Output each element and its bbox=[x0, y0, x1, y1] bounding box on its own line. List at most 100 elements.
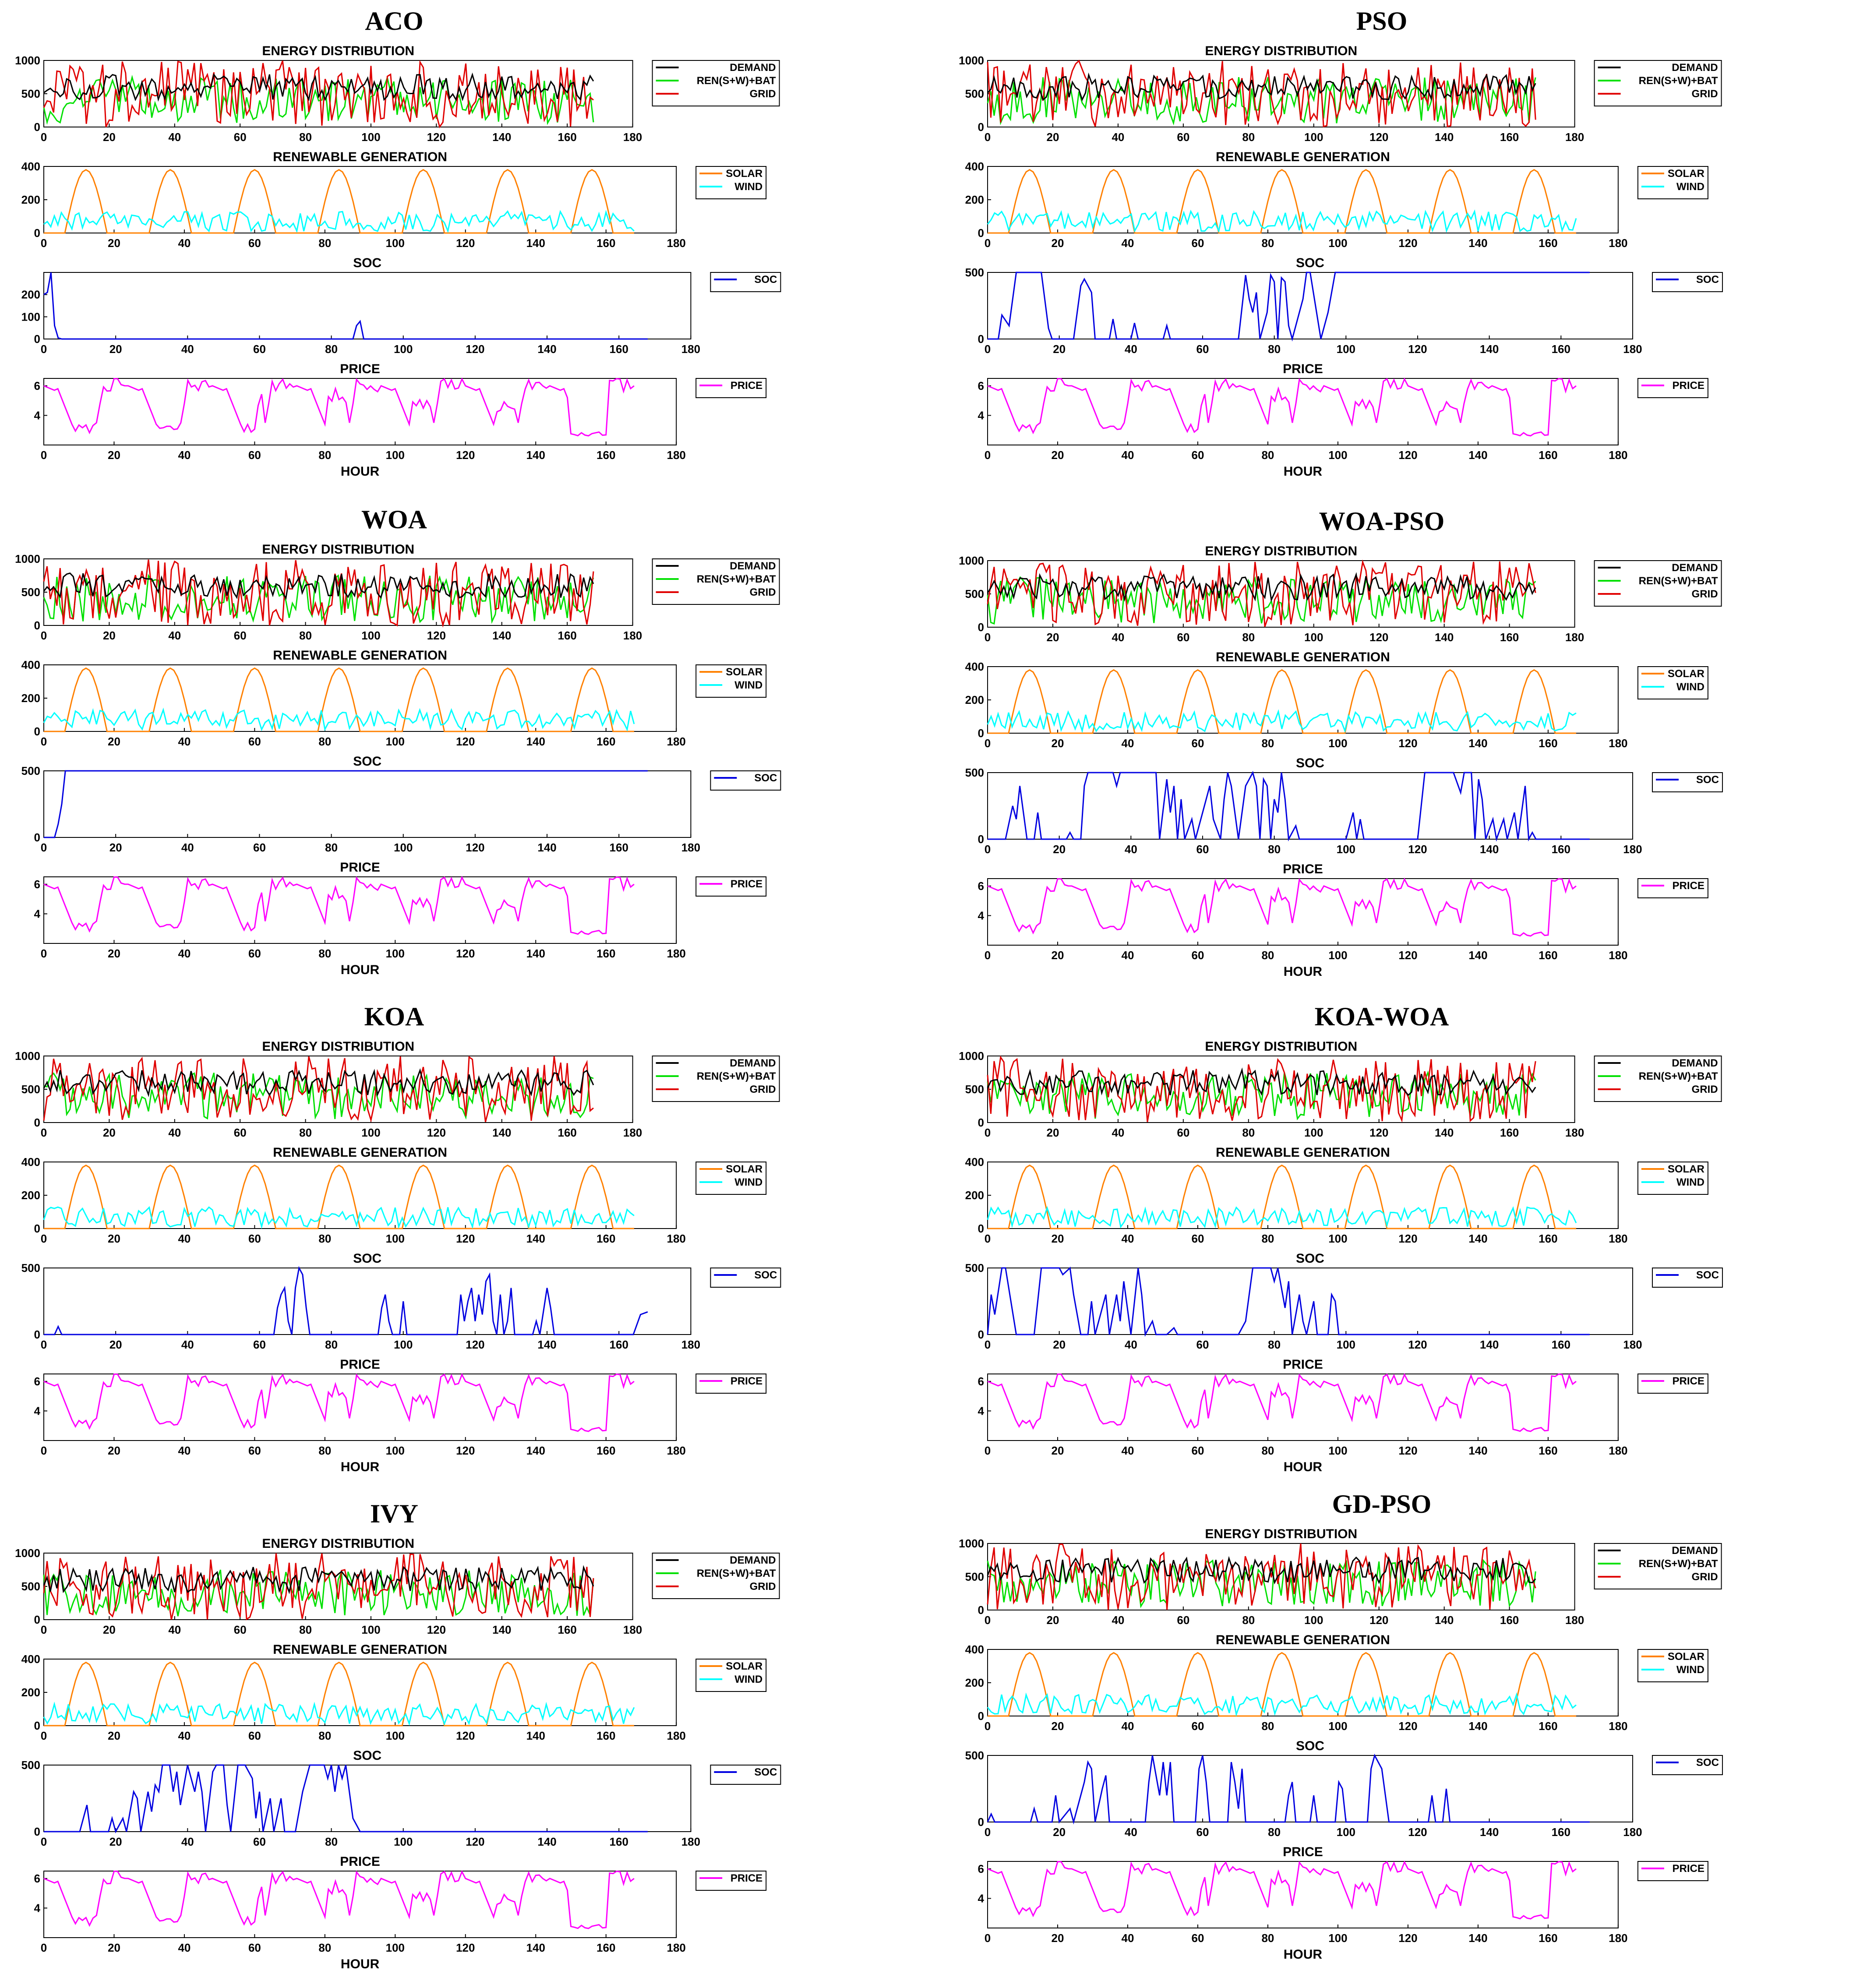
legend-label-grid: GRID bbox=[1692, 88, 1718, 100]
x-tick-label: 180 bbox=[667, 1729, 686, 1742]
x-tick-label: 140 bbox=[1468, 1232, 1487, 1245]
x-tick-label: 100 bbox=[386, 947, 405, 960]
grid-line bbox=[987, 1543, 1536, 1610]
x-tick-label: 160 bbox=[596, 947, 615, 960]
y-tick-label: 6 bbox=[34, 1375, 40, 1388]
x-tick-label: 120 bbox=[1398, 737, 1417, 750]
legend-label-ren: REN(S+W)+BAT bbox=[1639, 1558, 1718, 1570]
y-tick-label: 0 bbox=[978, 1709, 984, 1723]
price-legend: PRICE bbox=[695, 1374, 767, 1394]
y-tick-label: 500 bbox=[965, 1749, 984, 1762]
y-tick-label: 500 bbox=[965, 266, 984, 279]
x-tick-label: 40 bbox=[1122, 1232, 1134, 1245]
x-tick-label: 40 bbox=[168, 131, 181, 144]
x-tick-label: 160 bbox=[1500, 631, 1519, 644]
x-tick-label: 80 bbox=[1261, 1444, 1274, 1457]
x-tick-label: 40 bbox=[168, 1623, 181, 1636]
x-tick-label: 40 bbox=[1122, 1932, 1134, 1945]
legend-label-solar: SOLAR bbox=[726, 1163, 762, 1175]
solar-line bbox=[44, 1661, 634, 1727]
x-tick-label: 20 bbox=[1053, 1338, 1066, 1351]
y-tick-label: 200 bbox=[965, 1676, 984, 1689]
price-legend: PRICE bbox=[1637, 1374, 1708, 1394]
x-tick-label: 180 bbox=[1623, 1338, 1642, 1351]
price-legend: PRICE bbox=[695, 1871, 767, 1891]
price-title: PRICE bbox=[1283, 862, 1323, 876]
renewable-axes-frame bbox=[987, 166, 1619, 233]
price-title: PRICE bbox=[340, 1357, 380, 1372]
x-tick-label: 40 bbox=[178, 1232, 191, 1245]
price-line bbox=[43, 377, 635, 437]
x-tick-label: 100 bbox=[386, 735, 405, 748]
y-tick-label: 100 bbox=[21, 310, 40, 323]
y-tick-label: 500 bbox=[21, 1261, 40, 1275]
x-tick-label: 0 bbox=[41, 1126, 47, 1139]
x-tick-label: 0 bbox=[985, 631, 991, 644]
x-tick-label: 0 bbox=[985, 1932, 991, 1945]
y-tick-label: 400 bbox=[21, 160, 40, 173]
price-legend: PRICE bbox=[1637, 878, 1708, 898]
x-tick-label: 60 bbox=[253, 343, 266, 356]
legend-box bbox=[1652, 1755, 1723, 1775]
legend-box bbox=[1652, 772, 1723, 792]
x-axis-label: HOUR bbox=[341, 1460, 380, 1474]
x-tick-label: 60 bbox=[234, 1623, 247, 1636]
price-subplot: PRICE 0 20 40 60 80 100 120 140 160 180 4 6 HOUR PRICE bbox=[34, 1357, 767, 1474]
price-axes-frame bbox=[43, 378, 677, 445]
legend-box bbox=[695, 166, 767, 199]
x-tick-label: 160 bbox=[1552, 343, 1570, 356]
energy-subplot: ENERGY DISTRIBUTION 0 20 40 60 80 100 120 140 160… bbox=[959, 544, 1722, 644]
x-tick-label: 60 bbox=[1191, 1444, 1204, 1457]
legend-box bbox=[1652, 272, 1723, 292]
legend-label-soc: SOC bbox=[1696, 774, 1719, 786]
x-tick-label: 160 bbox=[1539, 448, 1557, 462]
y-tick-label: 0 bbox=[978, 1328, 984, 1341]
legend-label-demand: DEMAND bbox=[1672, 1545, 1718, 1557]
ren-line bbox=[43, 573, 594, 624]
soc-subplot: SOC 0 20 40 60 80 100 120 140 160 180 0 500 SOC bbox=[965, 1739, 1723, 1839]
ren-line bbox=[43, 1072, 594, 1120]
x-tick-label: 40 bbox=[1122, 1720, 1134, 1733]
grid-line bbox=[987, 559, 1536, 627]
x-tick-label: 80 bbox=[299, 1623, 312, 1636]
legend-label-solar: SOLAR bbox=[1668, 668, 1705, 680]
legend-label-price: PRICE bbox=[1672, 380, 1704, 392]
x-tick-label: 60 bbox=[234, 629, 247, 642]
solar-line bbox=[44, 169, 634, 234]
legend-label-ren: REN(S+W)+BAT bbox=[1639, 75, 1718, 87]
price-subplot: PRICE 0 20 40 60 80 100 120 140 160 180 4 6 HOUR PRICE bbox=[34, 1854, 767, 1971]
x-axis-label: HOUR bbox=[1284, 1460, 1323, 1474]
legend-label-price: PRICE bbox=[731, 1375, 762, 1387]
price-subplot: PRICE 0 20 40 60 80 100 120 140 160 180 4 6 HOUR PRICE bbox=[34, 860, 767, 977]
x-tick-label: 0 bbox=[41, 947, 47, 960]
x-tick-label: 100 bbox=[1328, 1932, 1347, 1945]
x-tick-label: 120 bbox=[1398, 949, 1417, 962]
x-tick-label: 100 bbox=[1328, 949, 1347, 962]
x-tick-label: 20 bbox=[1052, 448, 1064, 462]
x-tick-label: 120 bbox=[1398, 448, 1417, 462]
soc-title: SOC bbox=[353, 1251, 381, 1266]
x-tick-label: 80 bbox=[1261, 737, 1274, 750]
y-tick-label: 200 bbox=[21, 1686, 40, 1699]
x-tick-label: 0 bbox=[985, 237, 991, 250]
y-tick-label: 0 bbox=[978, 1222, 984, 1235]
legend-label-demand: DEMAND bbox=[1672, 62, 1718, 74]
renewable-title: RENEWABLE GENERATION bbox=[273, 1642, 447, 1657]
y-tick-label: 200 bbox=[965, 193, 984, 206]
x-tick-label: 80 bbox=[1261, 949, 1274, 962]
renewable-title: RENEWABLE GENERATION bbox=[1216, 150, 1390, 164]
x-tick-label: 140 bbox=[1435, 631, 1454, 644]
x-tick-label: 0 bbox=[985, 1232, 991, 1245]
y-tick-label: 1000 bbox=[15, 54, 40, 67]
legend-label-price: PRICE bbox=[731, 1872, 762, 1884]
x-tick-label: 180 bbox=[681, 343, 700, 356]
x-tick-label: 0 bbox=[41, 1941, 47, 1954]
soc-axes-frame bbox=[987, 272, 1633, 339]
x-tick-label: 20 bbox=[1046, 631, 1059, 644]
x-tick-label: 160 bbox=[1500, 1614, 1519, 1627]
renewable-title: RENEWABLE GENERATION bbox=[273, 1145, 447, 1160]
